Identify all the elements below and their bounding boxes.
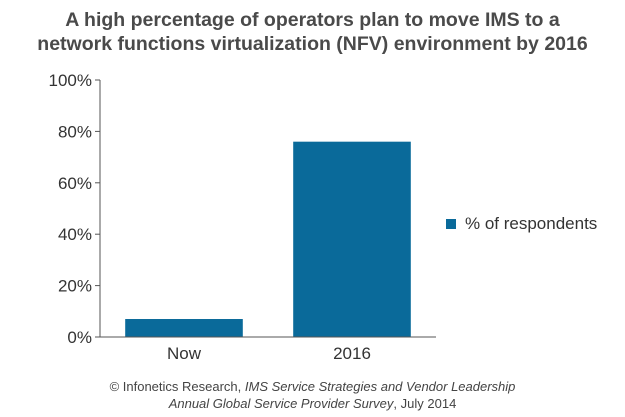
legend-swatch — [446, 219, 456, 229]
y-axis: 0% 20% 40% 60% 80% 100% — [49, 71, 101, 347]
survey-name: Annual Global Service Provider Survey — [168, 396, 394, 411]
source-note-line-1: © Infonetics Research, IMS Service Strat… — [0, 378, 625, 395]
y-tick-label: 20% — [58, 277, 92, 296]
source-note: © Infonetics Research, IMS Service Strat… — [0, 378, 625, 412]
x-tick-label: Now — [167, 344, 202, 363]
bar-now — [125, 319, 243, 337]
y-tick-label: 60% — [58, 174, 92, 193]
y-tick-label: 100% — [49, 71, 92, 90]
x-tick-label: 2016 — [333, 344, 371, 363]
source-note-line-2: Annual Global Service Provider Survey, J… — [0, 395, 625, 412]
y-tick-label: 80% — [58, 122, 92, 141]
x-axis: Now 2016 — [100, 336, 436, 363]
bar-2016 — [293, 141, 411, 337]
report-title: IMS Service Strategies and Vendor Leader… — [244, 379, 516, 394]
source-prefix: © Infonetics Research, — [109, 379, 245, 394]
legend-label: % of respondents — [465, 214, 598, 233]
chart-title-line-1: A high percentage of operators plan to m… — [65, 9, 560, 31]
y-tick-label: 0% — [67, 328, 92, 347]
survey-date: , July 2014 — [393, 396, 457, 411]
y-tick-label: 40% — [58, 225, 92, 244]
chart-title: A high percentage of operators plan to m… — [0, 8, 625, 56]
chart-title-line-2: network functions virtualization (NFV) e… — [37, 33, 588, 55]
bars — [125, 141, 411, 337]
legend: % of respondents — [446, 214, 597, 234]
